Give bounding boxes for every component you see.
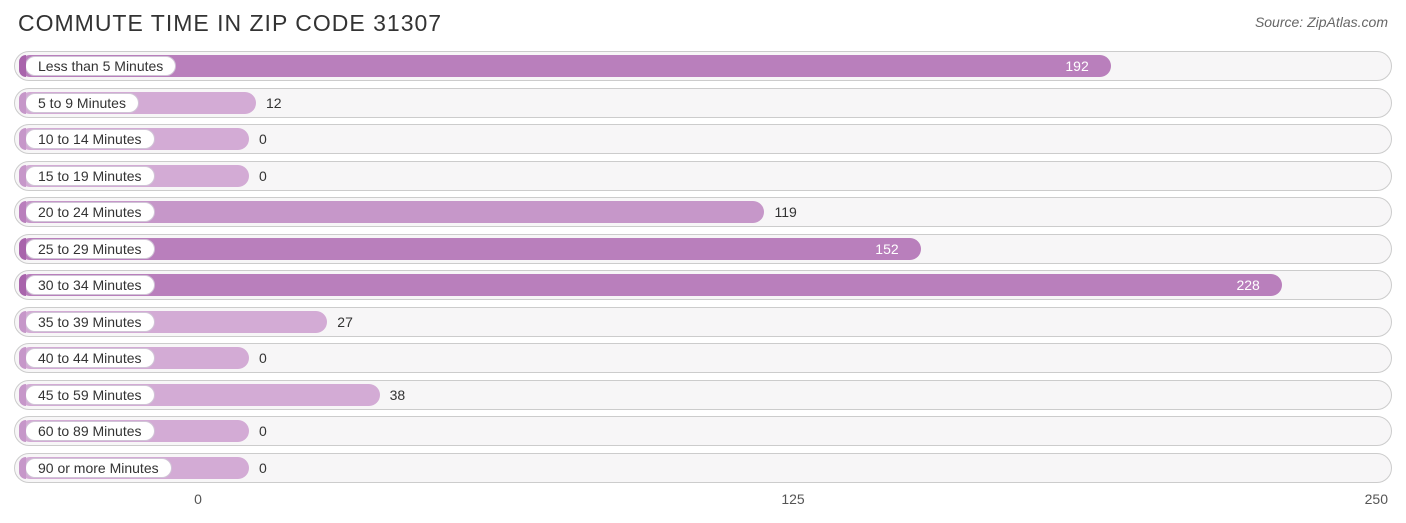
bar-cap <box>19 420 26 442</box>
bar-label: 45 to 59 Minutes <box>25 385 155 405</box>
bar-row: 30 to 34 Minutes 228 <box>14 270 1392 300</box>
chart-area: Less than 5 Minutes 192 5 to 9 Minutes 12 10… <box>0 45 1406 483</box>
bar-cap <box>19 128 26 150</box>
bar-cap <box>19 238 26 260</box>
bar-value: 152 <box>875 235 898 263</box>
bar-cap <box>19 55 26 77</box>
bar-label: 30 to 34 Minutes <box>25 275 155 295</box>
bar-value: 27 <box>337 308 353 336</box>
x-axis-tick: 125 <box>781 491 804 507</box>
bar-cap <box>19 92 26 114</box>
bar-row: 35 to 39 Minutes 27 <box>14 307 1392 337</box>
bar-label: 20 to 24 Minutes <box>25 202 155 222</box>
bar-value: 0 <box>259 162 267 190</box>
bar-label: 25 to 29 Minutes <box>25 239 155 259</box>
bar-label: 10 to 14 Minutes <box>25 129 155 149</box>
bar-label: 90 or more Minutes <box>25 458 172 478</box>
x-axis-tick: 0 <box>194 491 202 507</box>
bar-row: 5 to 9 Minutes 12 <box>14 88 1392 118</box>
source-prefix: Source: <box>1255 14 1307 30</box>
bar-label: 5 to 9 Minutes <box>25 93 139 113</box>
chart-title: COMMUTE TIME IN ZIP CODE 31307 <box>18 10 442 37</box>
bar-label: 15 to 19 Minutes <box>25 166 155 186</box>
bar-value: 0 <box>259 454 267 482</box>
bar-row: 45 to 59 Minutes 38 <box>14 380 1392 410</box>
bar-cap <box>19 384 26 406</box>
chart-source: Source: ZipAtlas.com <box>1255 10 1388 30</box>
bar-value: 192 <box>1065 52 1088 80</box>
bar-label: 40 to 44 Minutes <box>25 348 155 368</box>
bar-cap <box>19 311 26 333</box>
bar-fill <box>19 274 1282 296</box>
bar-value: 0 <box>259 125 267 153</box>
bar-label: 60 to 89 Minutes <box>25 421 155 441</box>
bar-label: Less than 5 Minutes <box>25 56 176 76</box>
bar-row: 15 to 19 Minutes 0 <box>14 161 1392 191</box>
bar-cap <box>19 274 26 296</box>
bar-value: 38 <box>390 381 406 409</box>
x-axis: 0 125 250 <box>14 489 1392 513</box>
bar-value: 0 <box>259 344 267 372</box>
bar-value: 119 <box>774 198 796 226</box>
bar-row: 40 to 44 Minutes 0 <box>14 343 1392 373</box>
bar-value: 228 <box>1236 271 1259 299</box>
bar-fill <box>19 55 1111 77</box>
bar-value: 0 <box>259 417 267 445</box>
source-name: ZipAtlas.com <box>1307 14 1388 30</box>
bar-row: 60 to 89 Minutes 0 <box>14 416 1392 446</box>
chart-header: COMMUTE TIME IN ZIP CODE 31307 Source: Z… <box>0 0 1406 45</box>
bar-row: 25 to 29 Minutes 152 <box>14 234 1392 264</box>
bar-value: 12 <box>266 89 282 117</box>
bar-cap <box>19 347 26 369</box>
bar-row: 10 to 14 Minutes 0 <box>14 124 1392 154</box>
bar-row: Less than 5 Minutes 192 <box>14 51 1392 81</box>
bar-row: 90 or more Minutes 0 <box>14 453 1392 483</box>
bar-row: 20 to 24 Minutes 119 <box>14 197 1392 227</box>
bar-label: 35 to 39 Minutes <box>25 312 155 332</box>
bar-cap <box>19 165 26 187</box>
bar-cap <box>19 201 26 223</box>
bar-cap <box>19 457 26 479</box>
x-axis-tick: 250 <box>1365 491 1388 507</box>
